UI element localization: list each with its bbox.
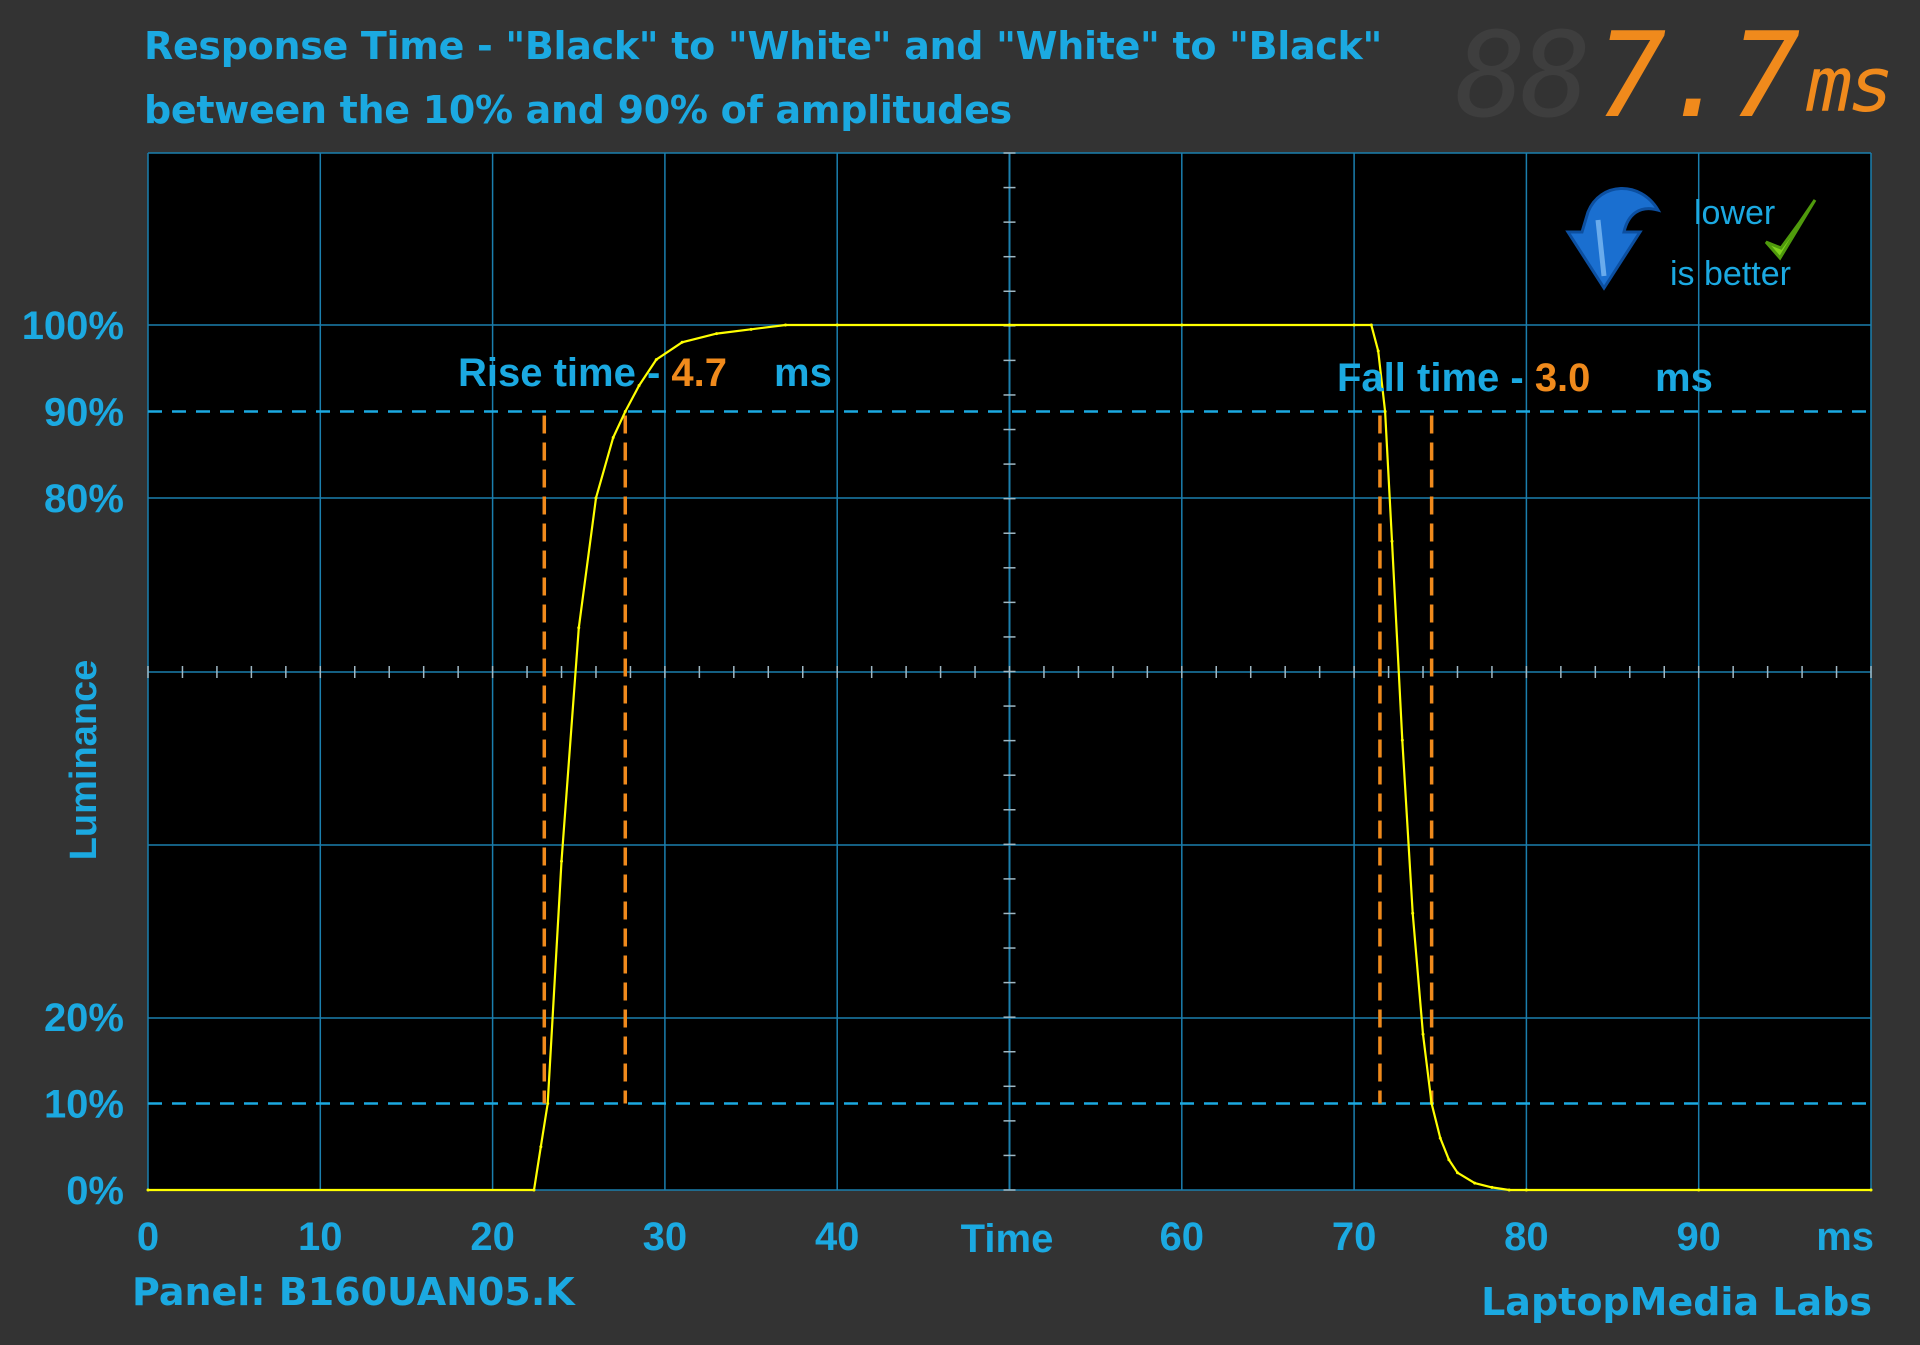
data-point — [594, 496, 598, 500]
chart-subtitle: between the 10% and 90% of amplitudes — [144, 88, 1012, 132]
data-point — [546, 1102, 550, 1105]
data-point — [715, 332, 719, 336]
result-ghost-digits: 88 — [1455, 6, 1591, 144]
check-icon — [1764, 199, 1817, 261]
y-tick-label: 90% — [44, 391, 124, 435]
data-point — [835, 323, 839, 327]
x-tick-labels: 0 10 20 30 40 60 70 80 90 — [137, 1215, 1721, 1259]
y-tick-label: 100% — [22, 304, 124, 348]
data-point — [611, 435, 615, 439]
data-point — [1411, 911, 1415, 915]
data-point — [1447, 1158, 1451, 1162]
data-point — [1008, 323, 1011, 327]
data-point — [1369, 323, 1373, 327]
x-axis-label: Time — [961, 1217, 1054, 1261]
data-point — [577, 626, 581, 630]
rise-time-annotation: Rise time - 4.7 — [458, 351, 727, 395]
result-value: 7.7 — [1595, 6, 1800, 144]
data-point — [784, 323, 788, 327]
fall-time-unit: ms — [1655, 356, 1713, 400]
result-unit: ms — [1806, 40, 1893, 129]
data-point — [1524, 1188, 1528, 1192]
result-display: 88 7.7 ms — [1455, 6, 1894, 144]
x-axis-unit: ms — [1816, 1215, 1874, 1259]
y-axis-label: Luminance — [63, 660, 105, 861]
data-point — [623, 410, 627, 413]
x-tick-label: 0 — [137, 1215, 159, 1259]
data-point — [1383, 410, 1387, 413]
rise-time-unit: ms — [774, 351, 832, 395]
data-point — [637, 384, 641, 388]
x-tick-label: 40 — [815, 1215, 860, 1259]
rise-time-value: 4.7 — [671, 351, 727, 395]
data-point — [680, 340, 684, 344]
data-point — [749, 327, 753, 331]
x-tick-label: 80 — [1504, 1215, 1549, 1259]
data-point — [1376, 349, 1380, 353]
measurement-markers — [542, 415, 1434, 1104]
fall-time-label: Fall time - — [1337, 356, 1535, 400]
rise-time-label: Rise time - — [458, 351, 671, 395]
data-point — [532, 1188, 536, 1192]
data-point — [1473, 1181, 1477, 1185]
data-point — [1869, 1188, 1873, 1192]
data-point — [1400, 738, 1404, 742]
data-point — [560, 859, 564, 863]
x-tick-label: 10 — [298, 1215, 343, 1259]
data-point — [1390, 539, 1394, 543]
data-point — [1438, 1136, 1442, 1140]
x-tick-label: 70 — [1332, 1215, 1377, 1259]
badge-line2: is better — [1670, 255, 1791, 293]
panel-label: Panel: B160UAN05.K — [132, 1270, 575, 1314]
data-point — [146, 1188, 150, 1192]
series-line — [148, 323, 1871, 1192]
lab-label: LaptopMedia Labs — [1481, 1280, 1872, 1324]
x-tick-label: 90 — [1676, 1215, 1721, 1259]
y-tick-label: 80% — [44, 477, 124, 521]
data-point — [1697, 1188, 1701, 1192]
data-point — [654, 358, 658, 362]
data-point — [1352, 323, 1356, 327]
series-layer — [146, 323, 1873, 1192]
x-tick-label: 60 — [1160, 1215, 1205, 1259]
data-point — [1421, 1032, 1425, 1036]
x-tick-label: 30 — [643, 1215, 688, 1259]
badge-line1: lower — [1694, 194, 1775, 232]
chart-title: Response Time - "Black" to "White" and "… — [144, 24, 1382, 68]
data-point — [539, 1145, 543, 1149]
data-point — [1455, 1171, 1459, 1175]
y-tick-label: 10% — [44, 1083, 124, 1127]
data-point — [1430, 1102, 1434, 1105]
y-tick-labels: 100% 90% 80% 20% 10% 0% — [22, 304, 124, 1213]
x-tick-label: 20 — [470, 1215, 515, 1259]
y-tick-label: 0% — [66, 1169, 124, 1213]
data-point — [1507, 1188, 1511, 1192]
fall-time-value: 3.0 — [1535, 356, 1591, 400]
lower-is-better-badge: lower is better — [1565, 187, 1817, 293]
y-tick-label: 20% — [44, 996, 124, 1040]
arrow-down-icon — [1565, 187, 1662, 291]
data-point — [1180, 323, 1184, 327]
data-point — [1490, 1185, 1494, 1189]
fall-time-annotation: Fall time - 3.0 — [1337, 356, 1590, 400]
